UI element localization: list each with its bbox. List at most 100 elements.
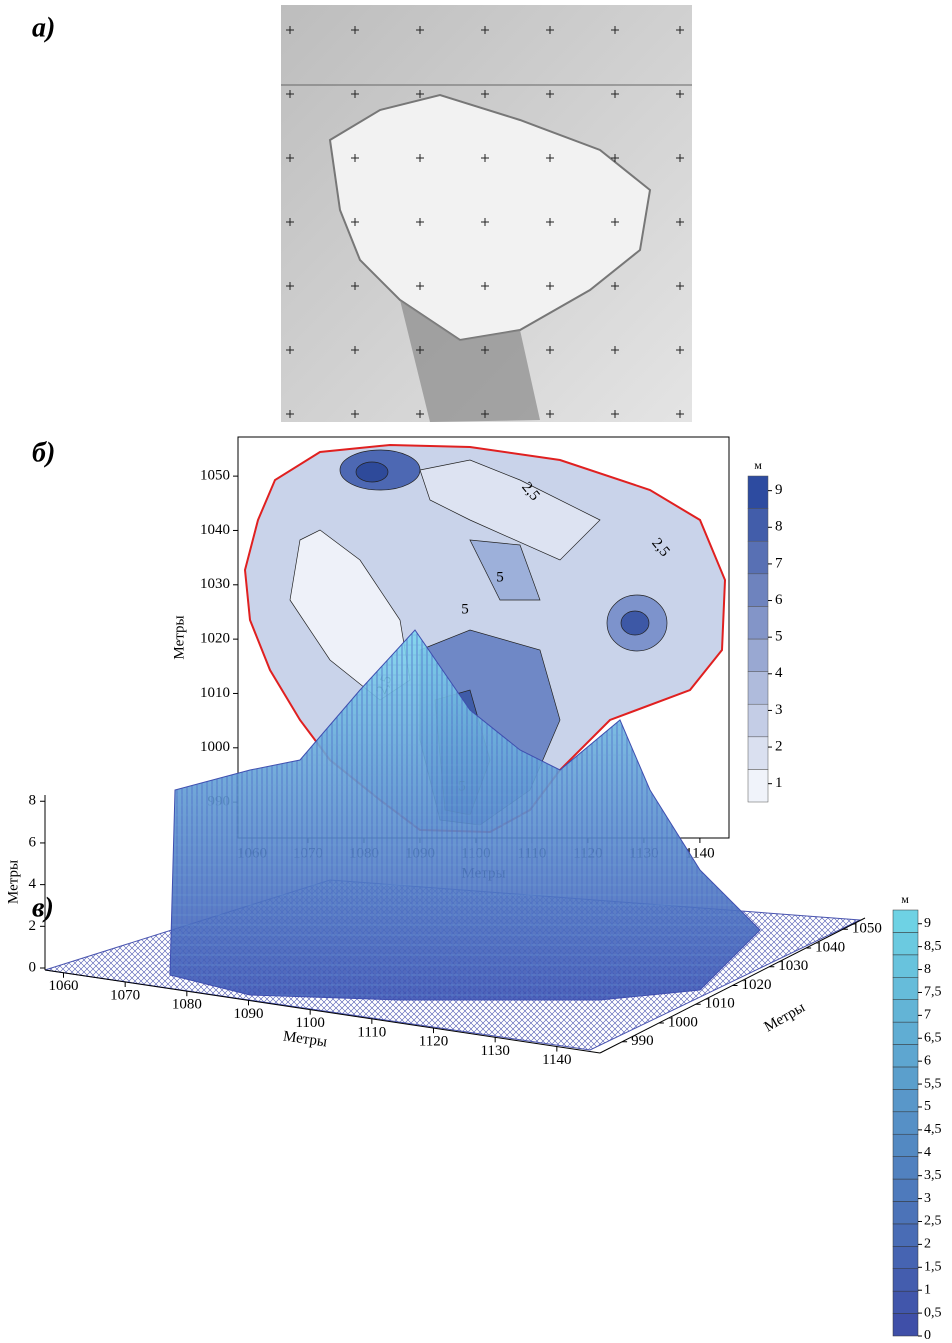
colorbar-band bbox=[747, 606, 769, 640]
cross bbox=[351, 154, 359, 162]
colorbar-band bbox=[892, 1313, 919, 1337]
cross bbox=[676, 90, 684, 98]
colorbar-tick-label: 1 bbox=[924, 1282, 931, 1297]
colorbar-band bbox=[892, 1044, 919, 1068]
panel-label: а) bbox=[32, 12, 55, 43]
cross bbox=[416, 282, 424, 290]
cross bbox=[611, 410, 619, 418]
cross bbox=[546, 410, 554, 418]
x-tick-label: 1070 bbox=[110, 987, 140, 1003]
relief-shadow bbox=[400, 300, 540, 422]
contour-label: 5 bbox=[461, 601, 469, 617]
cross bbox=[611, 154, 619, 162]
colorbar-tick-label: 6 bbox=[924, 1053, 931, 1068]
colorbar-band bbox=[892, 1178, 919, 1202]
y-tick-label: 1000 bbox=[200, 739, 230, 755]
colorbar-band bbox=[892, 1223, 919, 1247]
y-tick-label: 1000 bbox=[668, 1014, 698, 1030]
cross bbox=[611, 90, 619, 98]
cross bbox=[611, 218, 619, 226]
colorbar-tick-label: 0,5 bbox=[924, 1305, 942, 1320]
panel-label: б) bbox=[32, 437, 55, 468]
colorbar-band bbox=[892, 1133, 919, 1157]
colorbar-band bbox=[892, 1111, 919, 1135]
z-tick-label: 0 bbox=[29, 959, 37, 975]
colorbar-tick-label: 3 bbox=[924, 1191, 931, 1206]
cross bbox=[286, 282, 294, 290]
colorbar-band bbox=[747, 736, 769, 770]
cross bbox=[481, 218, 489, 226]
cross bbox=[546, 282, 554, 290]
colorbar-band bbox=[892, 1021, 919, 1045]
colorbar-tick-label: 1 bbox=[775, 775, 783, 791]
cross bbox=[481, 90, 489, 98]
colorbar-tick-label: 8 bbox=[775, 519, 783, 535]
cross bbox=[416, 218, 424, 226]
colorbar-band bbox=[747, 508, 769, 542]
y-tick-label: 1040 bbox=[815, 939, 845, 955]
colorbar-tick-label: 5 bbox=[924, 1099, 931, 1114]
panel-label: в) bbox=[32, 892, 54, 923]
x-axis-label: Метры bbox=[282, 1028, 328, 1050]
cross bbox=[676, 154, 684, 162]
colorbar-tick-label: 6,5 bbox=[924, 1030, 942, 1045]
colorbar-band bbox=[747, 671, 769, 705]
colorbar-band bbox=[747, 573, 769, 607]
x-tick-label: 1130 bbox=[480, 1043, 509, 1059]
colorbar-unit: м bbox=[754, 458, 762, 472]
y-tick-label: 1030 bbox=[200, 576, 230, 592]
colorbar-band bbox=[747, 475, 769, 509]
colorbar-tick-label: 7 bbox=[924, 1008, 931, 1023]
colorbar-tick-label: 5,5 bbox=[924, 1076, 942, 1091]
cross bbox=[611, 26, 619, 34]
cross bbox=[416, 26, 424, 34]
colorbar-band bbox=[892, 1156, 919, 1180]
colorbar-tick-label: 8,5 bbox=[924, 939, 942, 954]
colorbar-band bbox=[892, 954, 919, 978]
x-tick-label: 1110 bbox=[357, 1024, 386, 1040]
colorbar-tick-label: 7 bbox=[775, 555, 783, 571]
x-tick-label: 1140 bbox=[542, 1052, 571, 1068]
colorbar-band bbox=[892, 909, 919, 933]
colorbar-tick-label: 4,5 bbox=[924, 1122, 942, 1137]
y-tick-label: 1050 bbox=[852, 921, 882, 937]
crosses bbox=[286, 26, 684, 418]
cross bbox=[416, 90, 424, 98]
colorbar-tick-label: 2,5 bbox=[924, 1214, 942, 1229]
colorbar-band bbox=[747, 769, 769, 803]
cross bbox=[676, 410, 684, 418]
relief-island bbox=[328, 93, 652, 342]
cross bbox=[351, 90, 359, 98]
cross bbox=[286, 90, 294, 98]
cross bbox=[416, 410, 424, 418]
cross bbox=[481, 154, 489, 162]
z-tick-label: 4 bbox=[29, 876, 37, 892]
colorbar-tick-label: 2 bbox=[924, 1237, 931, 1252]
colorbar-tick-label: 1,5 bbox=[924, 1260, 942, 1275]
y-tick-label: 1040 bbox=[200, 522, 230, 538]
x-tick-label: 1060 bbox=[49, 978, 79, 994]
colorbar-band bbox=[747, 638, 769, 672]
cross bbox=[546, 90, 554, 98]
colorbar-tick-label: 4 bbox=[924, 1145, 931, 1160]
cross bbox=[286, 26, 294, 34]
colorbar-tick-label: 5 bbox=[775, 629, 783, 645]
colorbar-band bbox=[892, 999, 919, 1023]
colorbar-band bbox=[892, 977, 919, 1000]
cross bbox=[481, 282, 489, 290]
cross bbox=[416, 154, 424, 162]
colorbar-band bbox=[892, 932, 919, 956]
colorbar-band bbox=[892, 1066, 919, 1090]
cross bbox=[611, 346, 619, 354]
colorbar-unit: м bbox=[901, 892, 909, 906]
colorbar-tick-label: 9 bbox=[775, 482, 783, 498]
cross bbox=[481, 26, 489, 34]
cross bbox=[611, 282, 619, 290]
cross bbox=[546, 154, 554, 162]
surface-mesh bbox=[169, 629, 761, 1001]
colorbar-tick-label: 8 bbox=[924, 962, 931, 977]
colorbar-band bbox=[892, 1290, 919, 1314]
y-tick-label: 990 bbox=[631, 1033, 654, 1049]
x-axis bbox=[44, 969, 601, 1054]
colorbar-band bbox=[747, 703, 769, 738]
